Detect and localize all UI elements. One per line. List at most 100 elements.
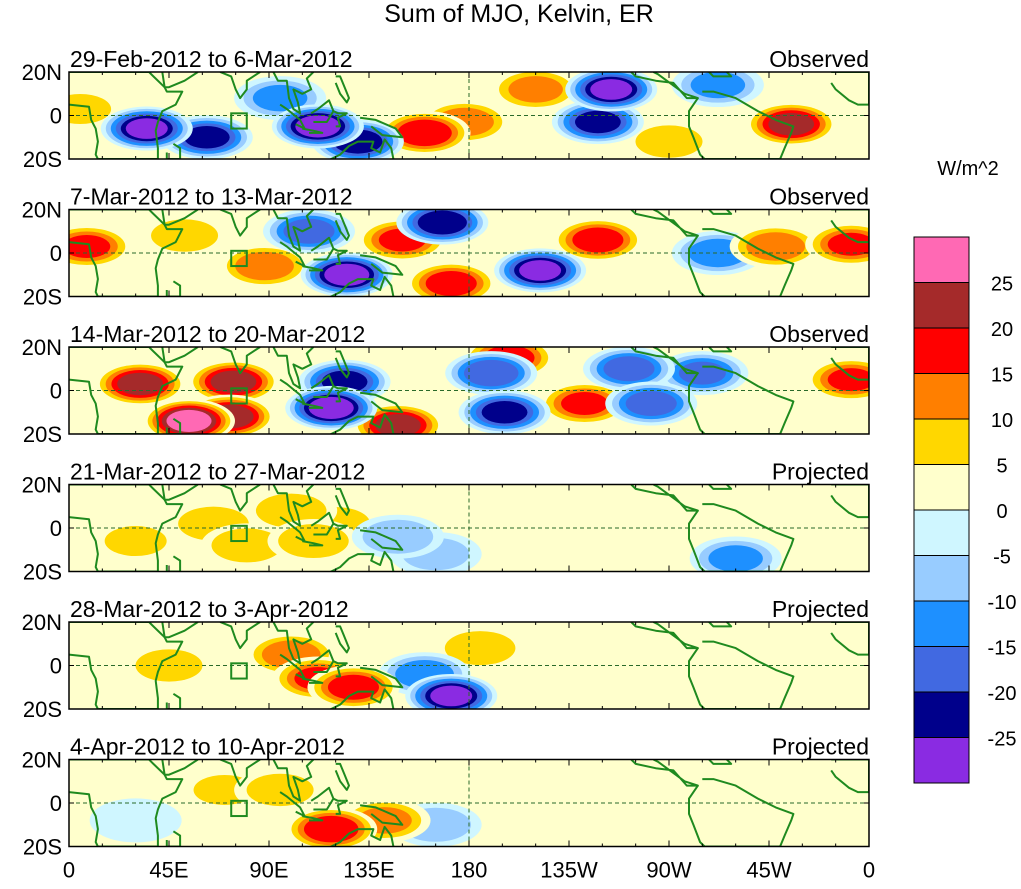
chart-title: Sum of MJO, Kelvin, ER — [384, 0, 654, 28]
colorbar-swatch — [913, 418, 970, 465]
anomaly-contour — [511, 643, 604, 688]
y-tick-label: 20N — [22, 60, 62, 85]
coastline-14 — [688, 503, 795, 572]
coastline-4 — [219, 209, 261, 237]
coastline-16 — [830, 72, 869, 106]
anomaly-contour — [166, 409, 212, 433]
coastline-12 — [320, 550, 395, 572]
anomaly-13 — [300, 252, 393, 297]
coastline-4 — [219, 622, 261, 650]
coastline-5 — [272, 759, 315, 802]
coastline-11 — [359, 529, 404, 551]
anomaly-5 — [583, 347, 675, 391]
anomaly-12 — [458, 390, 551, 434]
panel-plot-area — [69, 484, 869, 572]
panel-kind-label: Observed — [769, 321, 869, 347]
x-tick-label: 90W — [646, 858, 691, 883]
anomaly-contour — [481, 401, 528, 424]
coastline-10 — [334, 350, 350, 379]
colorbar-units: W/m^2 — [937, 158, 999, 180]
colorbar-swatch — [913, 555, 970, 602]
anomaly-contour — [572, 227, 624, 253]
panel-period-label: 29-Feb-2012 to 6-Mar-2012 — [70, 46, 353, 72]
coastline-15 — [708, 209, 733, 215]
colorbar-swatch — [913, 373, 970, 420]
coastline-15 — [708, 72, 733, 78]
anomaly-contour — [529, 767, 622, 812]
x-tick-label: 135W — [540, 858, 598, 883]
panel-1: 20N 0 20S 29-Feb-2012 to 6-Mar-2012 Observed — [22, 46, 870, 172]
coastline-7 — [302, 402, 324, 409]
colorbar-swatch — [913, 691, 970, 738]
coastline-2 — [165, 417, 182, 434]
panel-period-label: 28-Mar-2012 to 3-Apr-2012 — [70, 596, 349, 622]
coastline-5 — [272, 622, 315, 665]
y-tick-label: 20N — [22, 198, 62, 223]
colorbar-swatch — [913, 282, 970, 329]
y-tick-label: 20S — [23, 147, 62, 172]
colorbar-tick-label: 10 — [991, 410, 1013, 432]
coastline-7 — [302, 265, 324, 272]
anomaly-contour — [425, 270, 477, 296]
y-tick-label: 0 — [50, 791, 62, 816]
anomaly-contour — [151, 219, 219, 252]
anomaly-contour — [211, 528, 283, 563]
coastline-7 — [302, 815, 324, 822]
anomaly-contour — [711, 802, 804, 847]
panel-plot-area — [69, 622, 869, 709]
anomaly-contour — [508, 76, 563, 103]
coastline-2 — [165, 555, 182, 572]
x-axis: 0 45E 90E 135E 180 135W 90W 45W 0 — [63, 858, 875, 883]
anomaly-contour — [625, 391, 677, 417]
coastline-15 — [708, 484, 733, 490]
coastline-7 — [302, 127, 324, 134]
coastline-12 — [320, 688, 395, 709]
anomaly-2 — [623, 119, 715, 159]
coastline-2 — [165, 692, 182, 709]
anomaly-contour — [210, 370, 257, 394]
coastline-4 — [219, 484, 261, 512]
y-tick-label: 20N — [22, 610, 62, 635]
anomaly-13 — [565, 72, 658, 112]
anomaly-contour — [827, 232, 869, 256]
panel-kind-label: Projected — [772, 734, 869, 760]
panels: 20N 0 20S 29-Feb-2012 to 6-Mar-2012 Observed… — [22, 46, 870, 860]
anomaly-contour — [89, 798, 182, 843]
coastline-9 — [332, 110, 348, 128]
coastline-12 — [320, 825, 395, 847]
x-tick-label: 90E — [249, 858, 288, 883]
y-tick-label: 20S — [23, 560, 62, 585]
panel-kind-label: Observed — [769, 46, 869, 72]
panel-4: 20N 0 20S 21-Mar-2012 to 27-Mar-2012 Project… — [22, 459, 870, 585]
anomaly-1 — [511, 643, 604, 688]
coastline-15 — [708, 622, 733, 628]
anomaly-contour — [417, 210, 467, 235]
coastline-9 — [332, 660, 348, 678]
coastline-7 — [302, 540, 324, 547]
y-tick-label: 20S — [23, 422, 62, 447]
anomaly-8 — [307, 665, 400, 709]
anomaly-6 — [418, 100, 511, 145]
box-marker — [230, 112, 248, 130]
coastline-3 — [161, 347, 199, 364]
coastline-9 — [332, 385, 348, 403]
anomaly-7 — [805, 222, 869, 267]
coastline-8 — [310, 236, 335, 261]
anomaly-3 — [529, 767, 622, 812]
coastline-14 — [688, 640, 795, 709]
x-tick-label: 45W — [746, 858, 791, 883]
anomaly-3 — [805, 357, 869, 402]
panel-5: 20N 0 20S 28-Mar-2012 to 3-Apr-2012 Projecte… — [22, 596, 870, 722]
anomaly-contour — [117, 372, 164, 396]
box-marker — [230, 387, 248, 405]
panel-kind-label: Projected — [772, 459, 869, 485]
anomaly-contour — [729, 639, 822, 684]
coastline-2 — [165, 280, 182, 297]
anomaly-5 — [671, 72, 764, 108]
anomaly-1 — [523, 484, 615, 524]
coastline-6 — [279, 516, 306, 543]
colorbar-swatch — [913, 464, 970, 511]
coastline-16 — [830, 209, 869, 244]
anomaly-contour — [246, 773, 314, 807]
anomaly-8 — [94, 361, 187, 406]
